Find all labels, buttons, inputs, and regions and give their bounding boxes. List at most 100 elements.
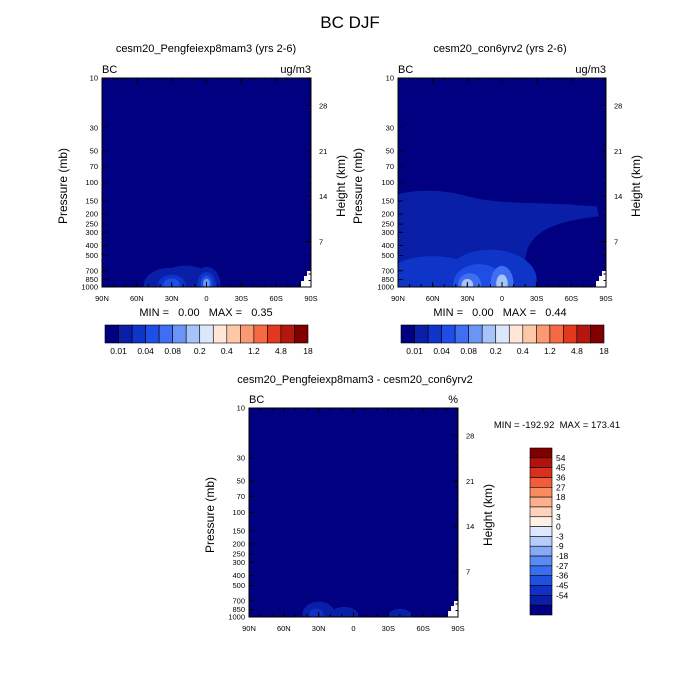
- colorbar-label: 45: [556, 463, 566, 473]
- y-tick-label: 10: [90, 74, 98, 83]
- y-tick-label: 400: [232, 571, 245, 580]
- y-tick-label: 500: [232, 581, 245, 590]
- colorbar-box: [441, 324, 456, 344]
- x-tick-label: 30S: [382, 624, 395, 633]
- y-tick-label: 1000: [377, 283, 394, 292]
- x-tick-label: 60S: [269, 294, 282, 303]
- panel-2-colorbar: 0.01 0.04 0.08 0.2 0.4 1.2 4.8 18: [400, 324, 609, 356]
- y-tick-label: 100: [85, 178, 98, 187]
- panel-3: cesm20_Pengfeiexp8mam3 - cesm20_con6yrv2…: [203, 374, 620, 633]
- background-field: [249, 408, 458, 617]
- y-tick-label: 850: [381, 275, 394, 284]
- y-tick-label: 70: [237, 492, 245, 501]
- colorbar-label: -27: [556, 561, 569, 571]
- colorbar-label: 36: [556, 472, 566, 482]
- y-tick-label: 150: [85, 196, 98, 205]
- panel-1-y2label: Height (km): [334, 155, 348, 217]
- y-tick-label: 1000: [81, 283, 98, 292]
- y-tick-label: 30: [386, 123, 394, 132]
- panel-3-right-label: %: [448, 394, 458, 406]
- y-tick-label: 150: [381, 196, 394, 205]
- colorbar-box: [536, 324, 551, 344]
- background-field: [102, 78, 311, 287]
- colorbar-box: [590, 324, 605, 344]
- colorbar-box: [529, 565, 553, 577]
- terrain-mask: [448, 601, 458, 617]
- colorbar-box: [185, 324, 201, 344]
- y2-tick-label: 28: [466, 431, 474, 440]
- y-tick-label: 500: [381, 251, 394, 260]
- colorbar-box: [529, 526, 553, 537]
- colorbar-label: 0.01: [110, 346, 127, 356]
- colorbar-box: [280, 324, 295, 344]
- colorbar-box: [454, 324, 469, 344]
- colorbar-box: [172, 324, 187, 344]
- y2-tick-label: 21: [319, 147, 327, 156]
- colorbar-box: [549, 324, 564, 344]
- y-tick-label: 50: [237, 477, 245, 486]
- colorbar-box: [522, 324, 537, 344]
- x-tick-label: 90N: [391, 294, 405, 303]
- colorbar-box: [529, 477, 553, 488]
- x-tick-label: 90S: [304, 294, 317, 303]
- panel-1: cesm20_Pengfeiexp8mam3 (yrs 2-6) BC ug/m…: [56, 43, 348, 356]
- x-tick-label: 30N: [312, 624, 326, 633]
- y2-tick-label: 21: [466, 477, 474, 486]
- colorbar-box: [529, 555, 553, 567]
- y2-tick-label: 7: [614, 238, 618, 247]
- y-tick-label: 30: [90, 123, 98, 132]
- colorbar-box: [118, 324, 133, 344]
- colorbar-label: 1.2: [248, 346, 260, 356]
- y-tick-label: 150: [232, 526, 245, 535]
- panel-2-left-label: BC: [398, 64, 413, 76]
- y-tick-label: 10: [386, 74, 394, 83]
- x-tick-label: 90S: [451, 624, 464, 633]
- panel-1-right-label: ug/m3: [280, 64, 311, 76]
- colorbar-box: [212, 324, 228, 344]
- colorbar-box: [529, 496, 553, 508]
- contour-blob: [330, 606, 359, 617]
- colorbar-box: [529, 595, 553, 606]
- x-tick-label: 0: [500, 294, 504, 303]
- colorbar-label: -45: [556, 581, 569, 591]
- colorbar-label: 18: [556, 492, 566, 502]
- panel-2: cesm20_con6yrv2 (yrs 2-6) BC ug/m3 Press…: [351, 43, 643, 356]
- y-tick-label: 500: [85, 251, 98, 260]
- panel-2-title: cesm20_con6yrv2 (yrs 2-6): [433, 43, 566, 55]
- y-tick-label: 400: [381, 241, 394, 250]
- x-tick-label: 0: [351, 624, 355, 633]
- y2-tick-label: 14: [319, 192, 327, 201]
- colorbar-box: [495, 324, 510, 344]
- colorbar-box: [529, 585, 553, 596]
- y-tick-label: 700: [232, 596, 245, 605]
- y-tick-label: 10: [237, 404, 245, 413]
- y-tick-label: 300: [232, 558, 245, 567]
- x-tick-label: 30S: [235, 294, 248, 303]
- colorbar-box: [529, 486, 553, 498]
- y-tick-label: 250: [85, 220, 98, 229]
- colorbar-box: [414, 324, 429, 344]
- contour-blob: [388, 608, 412, 617]
- colorbar-box: [240, 324, 255, 344]
- terrain-mask: [301, 271, 311, 287]
- panel-3-left-label: BC: [249, 394, 264, 406]
- y-tick-label: 70: [386, 162, 394, 171]
- panel-3-stats: MIN = -192.92 MAX = 173.41: [494, 420, 620, 431]
- colorbar-label: 0.08: [164, 346, 181, 356]
- colorbar-box: [400, 324, 415, 344]
- panel-2-right-label: ug/m3: [575, 64, 606, 76]
- colorbar-label: 0.04: [137, 346, 154, 356]
- colorbar-label: 0.4: [221, 346, 233, 356]
- y-tick-label: 250: [381, 220, 394, 229]
- panel-1-plot: 90N 60N 30N 0 30S 60S 90S 10 30 50 70 100 150 200 2503…: [81, 74, 327, 304]
- x-tick-label: 90N: [242, 624, 256, 633]
- y-tick-label: 400: [85, 241, 98, 250]
- y2-tick-label: 28: [319, 101, 327, 110]
- colorbar-box: [529, 575, 553, 586]
- y-tick-label: 200: [381, 209, 394, 218]
- panel-2-stats: MIN = 0.00 MAX = 0.44: [433, 307, 566, 319]
- colorbar-box: [529, 604, 553, 616]
- colorbar-label: 18: [303, 346, 313, 356]
